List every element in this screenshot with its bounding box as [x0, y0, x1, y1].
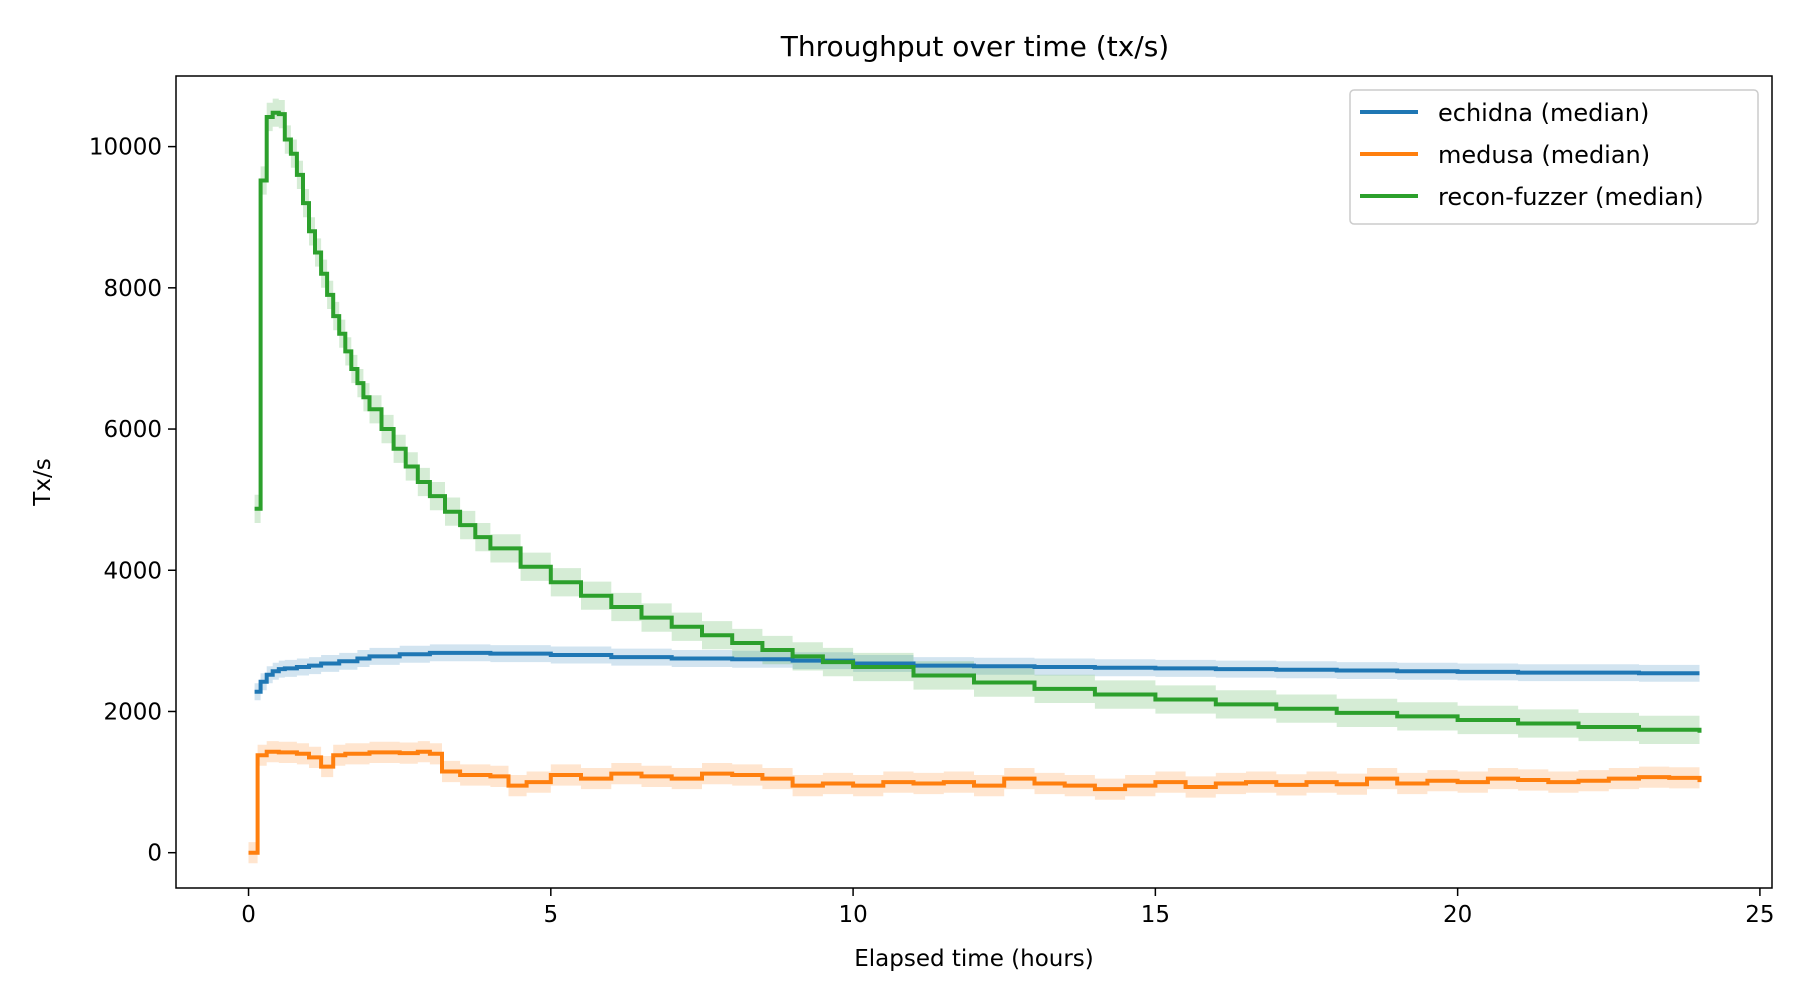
legend-label-echidna: echidna (median): [1438, 99, 1649, 127]
x-axis-label: Elapsed time (hours): [854, 946, 1094, 972]
series-lines: [248, 110, 1702, 855]
y-tick-label: 8000: [103, 276, 162, 302]
x-tick-label: 25: [1745, 902, 1774, 928]
y-axis-label: Tx/s: [30, 458, 56, 506]
chart-title: Throughput over time (tx/s): [780, 30, 1169, 63]
x-tick-label: 20: [1443, 902, 1472, 928]
series-line-medusa-median: [248, 749, 1702, 855]
legend: echidna (median) medusa (median) recon-f…: [1349, 89, 1759, 225]
legend-label-recon-fuzzer: recon-fuzzer (median): [1438, 183, 1704, 211]
y-axis: 0 2000 4000 6000 8000 10000: [89, 135, 176, 867]
legend-box: [1349, 89, 1759, 225]
x-tick-label: 10: [838, 902, 867, 928]
x-tick-label: 5: [543, 902, 558, 928]
series-line-echidna-median: [254, 650, 1700, 694]
x-tick-label: 0: [241, 902, 256, 928]
y-tick-label: 6000: [103, 417, 162, 443]
y-tick-label: 4000: [103, 558, 162, 584]
legend-label-medusa: medusa (median): [1438, 141, 1650, 169]
y-tick-label: 0: [147, 841, 162, 867]
series-line-recon-fuzzer-median: [254, 110, 1702, 733]
plot-frame: [175, 75, 1773, 889]
y-tick-label: 10000: [89, 135, 162, 161]
x-axis: 0 5 10 15 20 25: [241, 888, 1775, 928]
y-tick-label: 2000: [103, 699, 162, 725]
x-tick-label: 15: [1141, 902, 1170, 928]
